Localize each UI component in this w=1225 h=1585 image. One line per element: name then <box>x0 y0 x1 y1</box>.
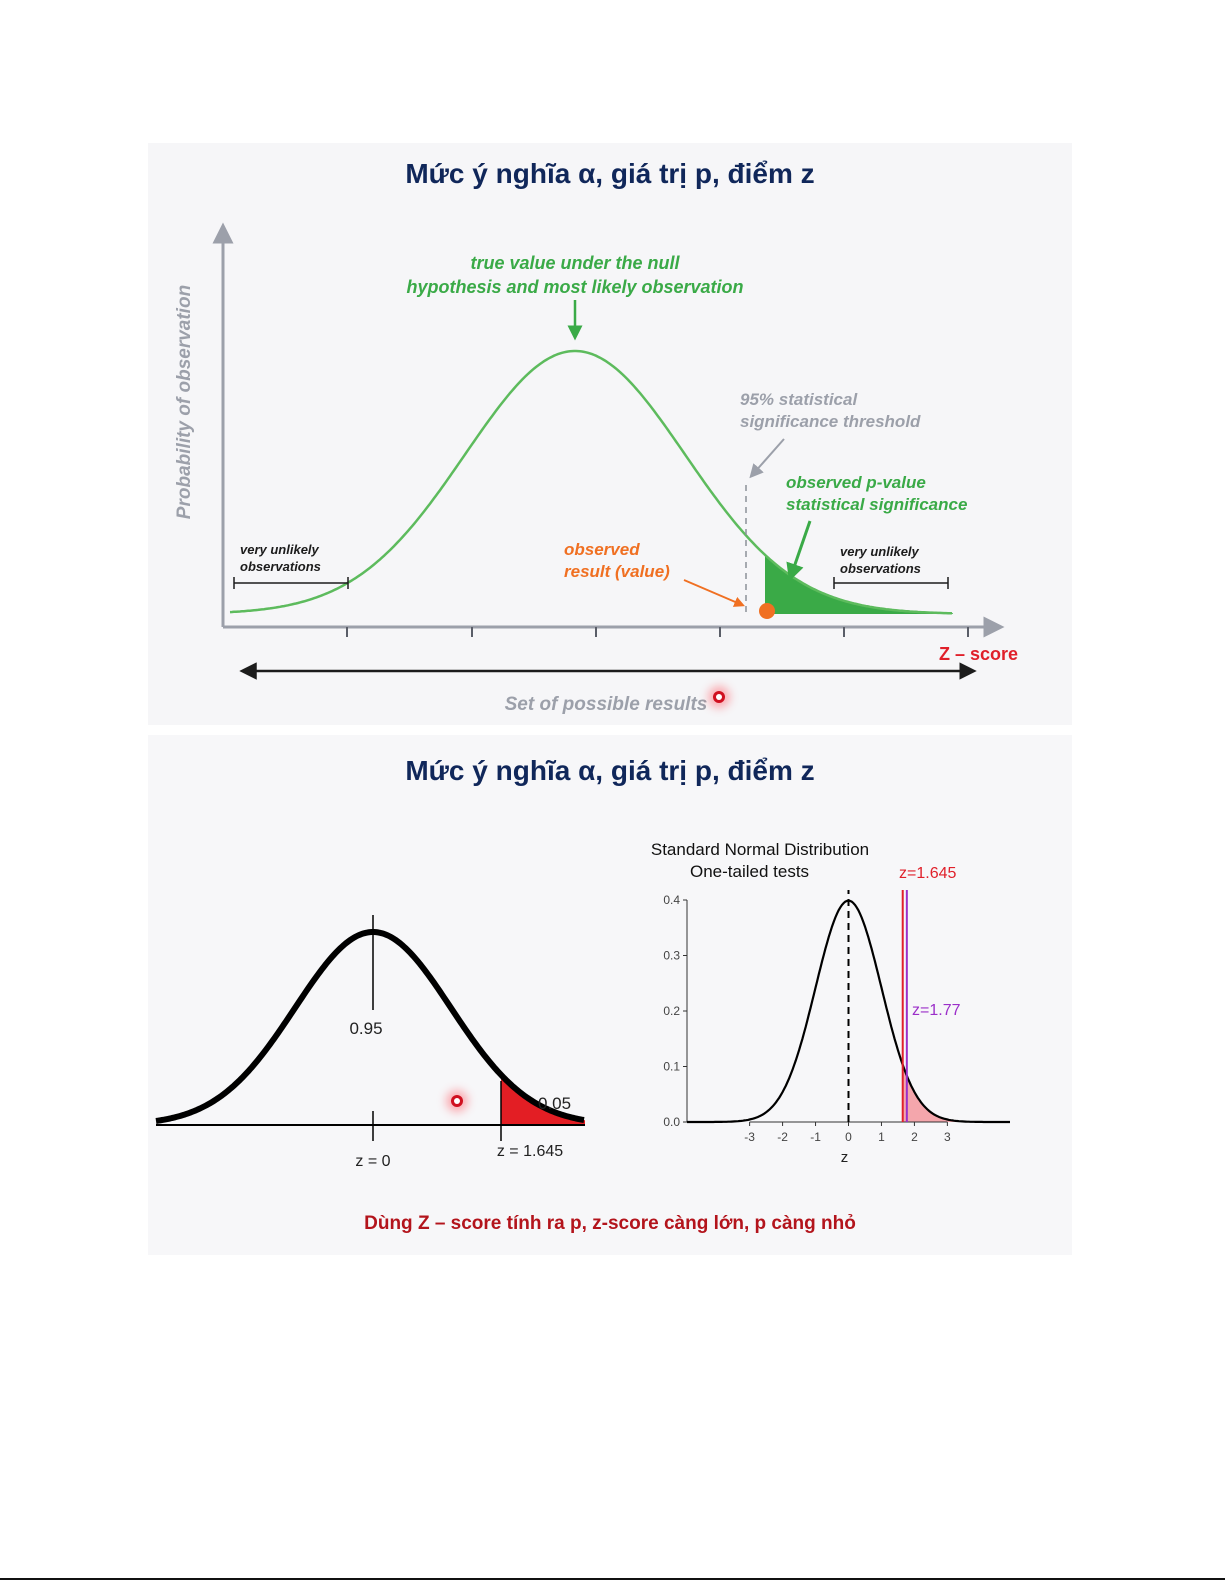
peak-annotation-line1: true value under the null <box>470 253 680 273</box>
right-bracket <box>833 577 949 589</box>
critical-z-label: z=1.645 <box>899 865 956 882</box>
standard-normal-chart: Standard Normal Distribution One-tailed … <box>651 840 1010 1166</box>
left-bracket-label-line1: very unlikely <box>240 542 320 557</box>
normal-curve <box>155 929 585 1124</box>
chart-title-line2: One-tailed tests <box>690 862 809 881</box>
one-tailed-figure: 0.95 0.05 z = 0 z = 1.645 <box>155 915 585 1170</box>
tail-shaded-region <box>902 1064 997 1122</box>
hypothesis-diagram: Probability of observation true value un… <box>174 222 1018 715</box>
slide-null-hypothesis: Mức ý nghĩa α, giá trị p, điểm z <box>148 143 1072 725</box>
center-area-label: 0.95 <box>349 1019 382 1038</box>
zscore-axis-label: Z – score <box>939 644 1018 664</box>
z-critical-label: z = 1.645 <box>497 1143 563 1160</box>
x-tick-label: 2 <box>911 1130 918 1144</box>
y-axis-label: Probability of observation <box>174 285 195 519</box>
page-bottom-rule <box>0 1578 1225 1580</box>
left-bracket <box>233 577 349 589</box>
pvalue-arrow <box>786 520 812 582</box>
pvalue-annotation-line2: statistical significance <box>786 495 967 514</box>
slide-z-score: Mức ý nghĩa α, giá trị p, điểm z 0.95 0.… <box>148 735 1072 1255</box>
null-distribution-curve <box>229 349 953 615</box>
pointer-marker <box>713 691 725 703</box>
y-tick-label: 0.0 <box>663 1115 680 1129</box>
right-bracket-label-line1: very unlikely <box>840 544 920 559</box>
chart-title-line1: Standard Normal Distribution <box>651 840 869 859</box>
z-center-label: z = 0 <box>355 1153 390 1170</box>
x-tick-label: -2 <box>777 1130 788 1144</box>
pointer-marker-2 <box>451 1095 463 1107</box>
observed-result-dot <box>759 603 775 619</box>
pvalue-annotation-line1: observed p-value <box>786 473 926 492</box>
x-axis-ticks <box>346 627 969 637</box>
x-tick-label: 1 <box>878 1130 885 1144</box>
observed-arrow <box>683 579 745 607</box>
slide-title: Mức ý nghĩa α, giá trị p, điểm z <box>405 755 815 786</box>
left-bracket-label-line2: observations <box>240 559 321 574</box>
slide-title: Mức ý nghĩa α, giá trị p, điểm z <box>405 158 815 189</box>
observed-annotation-line1: observed <box>564 540 640 559</box>
tail-area-label: 0.05 <box>538 1094 571 1113</box>
y-tick-label: 0.2 <box>663 1004 680 1018</box>
y-tick-label: 0.1 <box>663 1060 680 1074</box>
possible-results-label: Set of possible results <box>505 694 708 715</box>
y-tick-label: 0.4 <box>663 893 680 907</box>
x-axis-label: z <box>841 1149 849 1166</box>
threshold-arrow <box>749 438 785 479</box>
y-tick-label: 0.3 <box>663 949 680 963</box>
slide-caption: Dùng Z – score tính ra p, z-score càng l… <box>364 1213 856 1234</box>
x-tick-label: 0 <box>845 1130 852 1144</box>
x-tick-label: -1 <box>810 1130 821 1144</box>
x-tick-label: 3 <box>944 1130 951 1144</box>
observed-annotation-line2: result (value) <box>564 562 670 581</box>
peak-annotation-line2: hypothesis and most likely observation <box>406 277 743 297</box>
chart-plot-area: 0.0 0.1 0.2 0.3 0.4 -3 -2 -1 0 1 2 3 z <box>663 890 1010 1166</box>
x-tick-label: -3 <box>744 1130 755 1144</box>
right-bracket-label-line2: observations <box>840 561 921 576</box>
critical-tail-area <box>501 1074 585 1125</box>
threshold-annotation-line1: 95% statistical <box>740 390 858 409</box>
observed-z-label: z=1.77 <box>912 1002 961 1019</box>
threshold-annotation-line2: significance threshold <box>740 412 921 431</box>
pvalue-tail-area <box>765 554 953 614</box>
